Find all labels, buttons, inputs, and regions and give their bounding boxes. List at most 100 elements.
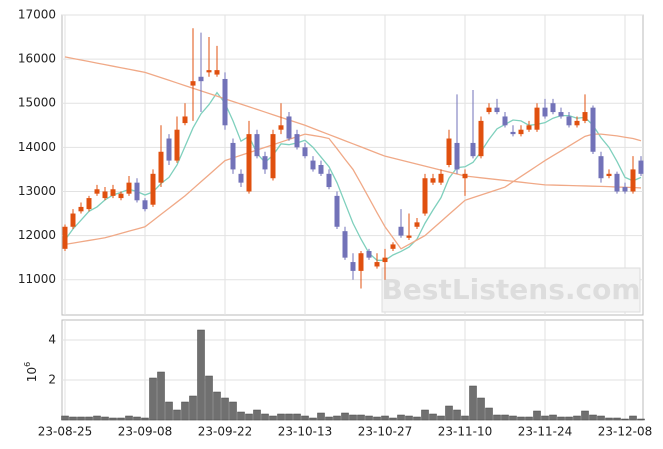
candle-body (590, 107, 596, 152)
volume-bar (349, 414, 357, 421)
volume-bar (213, 391, 221, 421)
volume-bar (317, 412, 325, 421)
volume-bar (365, 415, 373, 421)
y-tick-label: 15000 (18, 96, 56, 110)
candle-body (382, 257, 388, 263)
candle-body (302, 147, 308, 157)
volume-bar (149, 377, 157, 421)
candle-body (638, 160, 644, 174)
volume-bar (621, 418, 629, 421)
volume-bar (85, 416, 93, 421)
volume-bar (525, 416, 533, 421)
candle-body (70, 213, 76, 227)
candle-body (502, 116, 508, 126)
candle-body (550, 103, 556, 113)
volume-scale: 106 (23, 362, 39, 382)
volume-bar (133, 416, 141, 421)
volume-bar (261, 413, 269, 421)
volume-bar (277, 413, 285, 421)
candle-body (614, 173, 620, 192)
candle-body (630, 169, 636, 192)
candle-body (582, 112, 588, 121)
volume-bar (141, 417, 149, 421)
x-tick-label: 23-11-10 (438, 425, 492, 439)
volume-bar (325, 416, 333, 421)
candle-body (158, 151, 164, 183)
candle-body (486, 107, 492, 113)
candle-body (286, 116, 292, 139)
candle-body (462, 173, 468, 179)
candle-body (606, 173, 612, 177)
moving-average (64, 133, 642, 250)
volume-bar (109, 417, 117, 421)
candle-body (422, 178, 428, 214)
candle-body (318, 165, 324, 174)
candle-body (398, 226, 404, 236)
y-tick-label: 16000 (18, 52, 56, 66)
volume-scale-base: 10 (25, 367, 39, 382)
volume-bar (173, 409, 181, 421)
volume-bar (205, 375, 213, 421)
x-tick-label: 23-11-24 (518, 425, 572, 439)
candle-body (446, 138, 452, 165)
volume-bar (301, 415, 309, 421)
moving-average (64, 56, 642, 189)
volume-bar (453, 409, 461, 421)
candle-body (366, 251, 372, 258)
volume-bar (421, 409, 429, 421)
candle-body (510, 131, 516, 135)
volume-bar (61, 415, 69, 421)
volume-bar (541, 415, 549, 421)
candle-body (214, 70, 220, 75)
volume-bar (501, 414, 509, 421)
candle-body (558, 112, 564, 117)
candle-body (86, 198, 92, 210)
y-tick-label: 17000 (18, 8, 56, 22)
candle-body (526, 125, 532, 130)
volume-bar (293, 413, 301, 421)
candle-body (494, 107, 500, 113)
volume-bar (181, 401, 189, 421)
volume-bar (461, 415, 469, 421)
candle-body (542, 107, 548, 117)
volume-bar (237, 411, 245, 421)
candle-body (118, 193, 124, 199)
volume-bar (69, 416, 77, 421)
volume-bar (573, 415, 581, 421)
volume-bar (517, 416, 525, 421)
candle-body (182, 116, 188, 124)
candle-body (270, 134, 276, 179)
volume-bar (269, 415, 277, 421)
volume-bar (117, 417, 125, 421)
candle-body (78, 206, 84, 212)
candle-body (278, 125, 284, 130)
candle-body (390, 244, 396, 249)
volume-bar (373, 416, 381, 421)
y-tick-label: 12000 (18, 228, 56, 242)
volume-bar (405, 415, 413, 421)
x-tick-label: 23-09-08 (118, 425, 172, 439)
volume-bar (333, 415, 341, 421)
candle-body (110, 189, 116, 196)
candle-body (126, 182, 132, 194)
candle-body (414, 222, 420, 227)
candle-body (94, 189, 100, 194)
volume-bar (413, 416, 421, 421)
candle-body (438, 173, 444, 183)
volume-bar (253, 409, 261, 421)
candle-body (246, 134, 252, 192)
volume-bar (197, 329, 205, 421)
candle-body (574, 120, 580, 126)
volume-bar (437, 415, 445, 421)
candle-body (206, 70, 212, 73)
candle-body (326, 173, 332, 188)
volume-bar (389, 417, 397, 421)
volume-bar (589, 414, 597, 421)
watermark-box (381, 267, 641, 313)
volume-bar (189, 395, 197, 421)
volume-bar (533, 410, 541, 421)
candle-body (174, 129, 180, 161)
candle-body (254, 134, 260, 157)
volume-bar (485, 407, 493, 421)
